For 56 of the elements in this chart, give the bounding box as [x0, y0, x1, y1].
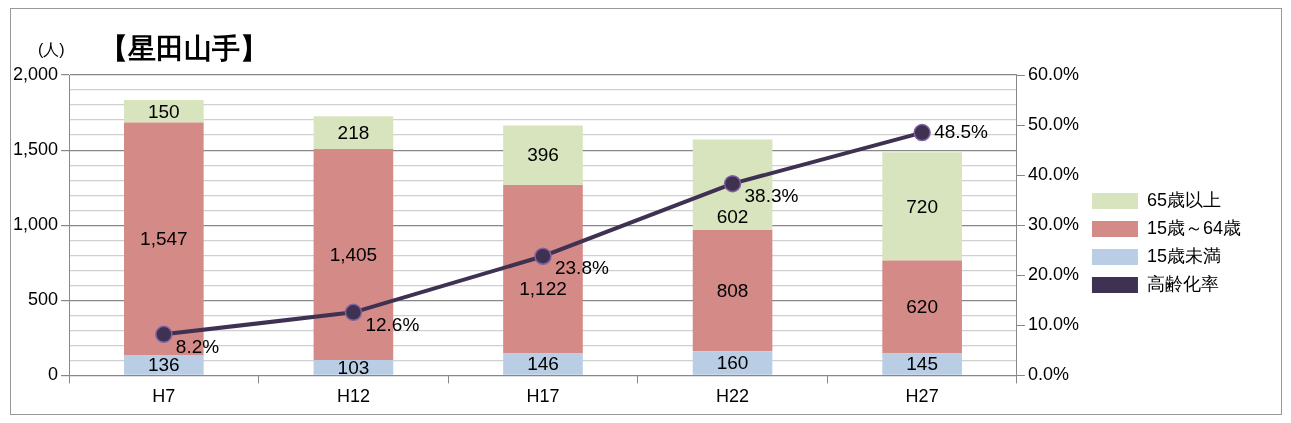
bar	[124, 100, 204, 123]
point	[913, 123, 931, 142]
y-tick-label: 500	[28, 289, 59, 310]
x-tick-label: H22	[716, 386, 750, 407]
data-label: 396	[527, 144, 559, 166]
y2-tick-label: 40.0%	[1027, 164, 1079, 185]
bar	[692, 230, 773, 352]
data-label: 136	[147, 354, 180, 376]
x-tick-label: H12	[336, 386, 370, 407]
y-tick-label: 1,500	[13, 139, 59, 160]
data-label: 8.2%	[175, 335, 220, 357]
y2-tick-label: 10.0%	[1027, 314, 1079, 335]
y-tick-label: 0	[48, 364, 59, 385]
bar	[503, 125, 583, 185]
y-tick-label: 2,000	[13, 63, 59, 84]
data-label: 218	[337, 121, 370, 143]
data-label: 38.3%	[744, 184, 799, 206]
y-tick-label: 1,000	[13, 214, 59, 235]
y2-tick-label: 60.0%	[1027, 63, 1079, 84]
y-axis-title: (人)	[38, 40, 65, 60]
y2-tick-label: 50.0%	[1027, 114, 1079, 135]
point	[155, 325, 173, 344]
bar	[503, 353, 583, 375]
point	[344, 303, 363, 322]
bar	[882, 260, 962, 354]
data-label: 1,122	[519, 278, 567, 300]
data-label: 620	[906, 296, 938, 318]
legend-label: 65歳以上	[1146, 189, 1221, 210]
bar	[692, 351, 773, 375]
data-label: 160	[716, 352, 749, 374]
legend-label: 15歳～64歳	[1146, 217, 1241, 238]
data-label: 103	[337, 356, 370, 378]
legend-label: 高齢化率	[1146, 273, 1219, 294]
chart-title: 【星田山手】	[100, 32, 268, 66]
data-label: 1,405	[329, 243, 378, 265]
x-tick-label: H17	[526, 386, 560, 407]
y2-tick-label: 20.0%	[1027, 264, 1079, 285]
x-tick-label: H7	[152, 386, 176, 407]
data-label: 145	[906, 353, 938, 375]
data-label: 808	[716, 279, 749, 301]
data-label: 23.8%	[554, 257, 609, 279]
y2-tick-label: 0.0%	[1027, 364, 1069, 385]
x-tick-label: H27	[905, 386, 939, 407]
data-label: 48.5%	[934, 120, 989, 142]
data-label: 146	[527, 353, 559, 375]
data-label: 1,547	[140, 228, 188, 250]
point	[723, 174, 742, 193]
legend-label: 15歳未満	[1146, 245, 1221, 266]
data-label: 720	[906, 195, 938, 217]
data-label: 12.6%	[365, 313, 420, 335]
y2-tick-label: 30.0%	[1027, 214, 1079, 235]
bar	[882, 152, 962, 261]
data-label: 602	[716, 205, 749, 227]
bar	[313, 116, 394, 149]
point	[534, 247, 552, 265]
data-label: 150	[147, 100, 180, 122]
